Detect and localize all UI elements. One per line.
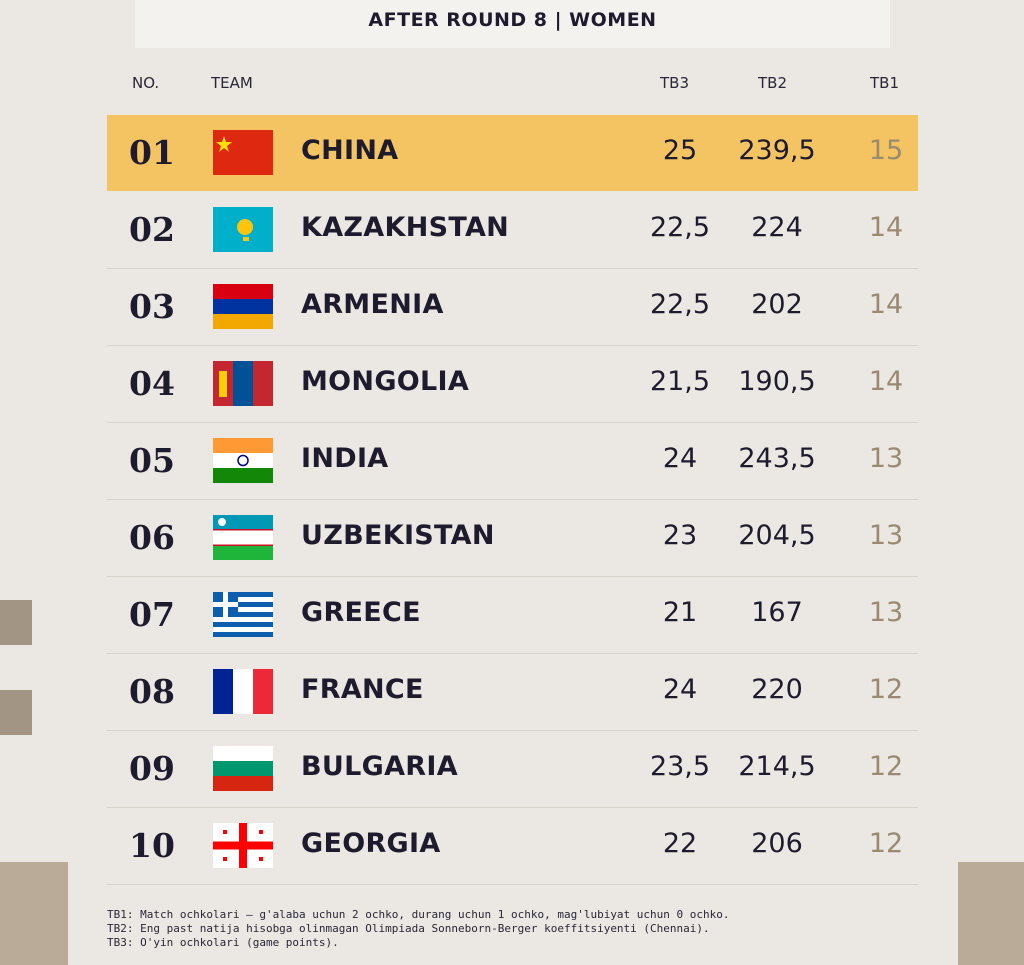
- tb2-value: 224: [751, 212, 803, 243]
- footnote: TB1: Match ochkolari — g'alaba uchun 2 o…: [107, 908, 730, 921]
- tb2-value: 190,5: [738, 366, 816, 397]
- tb2-value: 167: [751, 597, 803, 628]
- decoration: [0, 862, 68, 965]
- tb2-value: 206: [751, 828, 803, 859]
- tb3-value: 22,5: [649, 289, 711, 320]
- tb3-value: 25: [662, 135, 698, 166]
- tb2-value: 239,5: [738, 135, 816, 166]
- tb2-value: 202: [751, 289, 803, 320]
- flag-icon: [213, 438, 273, 483]
- rank: 04: [129, 364, 175, 403]
- flag-icon: [213, 746, 273, 791]
- team-name: ARMENIA: [301, 289, 444, 320]
- flag-icon: [213, 515, 273, 560]
- table-row: 03 ARMENIA 22,5 202 14: [107, 269, 918, 346]
- tb1-value: 13: [868, 520, 904, 551]
- tb3-value: 22: [662, 828, 698, 859]
- flag-icon: [213, 592, 273, 637]
- tb1-value: 12: [868, 674, 904, 705]
- table-row: 06 UZBEKISTAN 23 204,5 13: [107, 500, 918, 577]
- team-name: GEORGIA: [301, 828, 441, 859]
- title: AFTER ROUND 8 | WOMEN: [135, 0, 890, 48]
- tb2-value: 214,5: [738, 751, 816, 782]
- column-header: NO.: [132, 74, 160, 92]
- rank: 02: [129, 210, 175, 249]
- tb2-value: 243,5: [738, 443, 816, 474]
- decoration: [958, 862, 1024, 965]
- tb1-value: 15: [868, 135, 904, 166]
- rank: 08: [129, 672, 175, 711]
- rank: 09: [129, 749, 175, 788]
- rank: 03: [129, 287, 175, 326]
- table-row: 07 GREECE 21 167 13: [107, 577, 918, 654]
- tb2-value: 204,5: [738, 520, 816, 551]
- tb3-value: 21: [662, 597, 698, 628]
- table-row: 05 INDIA 24 243,5 13: [107, 423, 918, 500]
- team-name: FRANCE: [301, 674, 424, 705]
- table-row: 08 FRANCE 24 220 12: [107, 654, 918, 731]
- column-header: TB1: [870, 74, 899, 92]
- tb1-value: 14: [868, 212, 904, 243]
- tb3-value: 23: [662, 520, 698, 551]
- footnote: TB2: Eng past natija hisobga olinmagan O…: [107, 922, 710, 935]
- flag-icon: [213, 207, 273, 252]
- table-row: 02 KAZAKHSTAN 22,5 224 14: [107, 192, 918, 269]
- rank: 07: [129, 595, 175, 634]
- tb1-value: 14: [868, 289, 904, 320]
- tb1-value: 14: [868, 366, 904, 397]
- table-row: 04 MONGOLIA 21,5 190,5 14: [107, 346, 918, 423]
- tb3-value: 23,5: [649, 751, 711, 782]
- table-row: 01 CHINA 25 239,5 15: [107, 115, 918, 191]
- rank: 05: [129, 441, 175, 480]
- tb3-value: 21,5: [649, 366, 711, 397]
- team-name: MONGOLIA: [301, 366, 470, 397]
- tb3-value: 24: [662, 674, 698, 705]
- team-name: KAZAKHSTAN: [301, 212, 510, 243]
- team-name: UZBEKISTAN: [301, 520, 495, 551]
- team-name: CHINA: [301, 135, 399, 166]
- flag-icon: [213, 361, 273, 406]
- table-row: 09 BULGARIA 23,5 214,5 12: [107, 731, 918, 808]
- team-name: INDIA: [301, 443, 389, 474]
- flag-icon: [213, 669, 273, 714]
- rank: 06: [129, 518, 175, 557]
- tb2-value: 220: [751, 674, 803, 705]
- table-row: 10 GEORGIA 22 206 12: [107, 808, 918, 885]
- rank: 10: [129, 826, 175, 865]
- flag-icon: [213, 284, 273, 329]
- column-header: TEAM: [211, 74, 253, 92]
- tb3-value: 22,5: [649, 212, 711, 243]
- column-header: TB3: [660, 74, 689, 92]
- rank: 01: [129, 133, 175, 172]
- tb1-value: 13: [868, 597, 904, 628]
- column-header: TB2: [758, 74, 787, 92]
- tb3-value: 24: [662, 443, 698, 474]
- decoration: [0, 690, 32, 735]
- footnote: TB3: O'yin ochkolari (game points).: [107, 936, 339, 949]
- tb1-value: 12: [868, 828, 904, 859]
- tb1-value: 12: [868, 751, 904, 782]
- decoration: [0, 600, 32, 645]
- tb1-value: 13: [868, 443, 904, 474]
- team-name: GREECE: [301, 597, 421, 628]
- flag-icon: [213, 823, 273, 868]
- team-name: BULGARIA: [301, 751, 458, 782]
- flag-icon: [213, 130, 273, 175]
